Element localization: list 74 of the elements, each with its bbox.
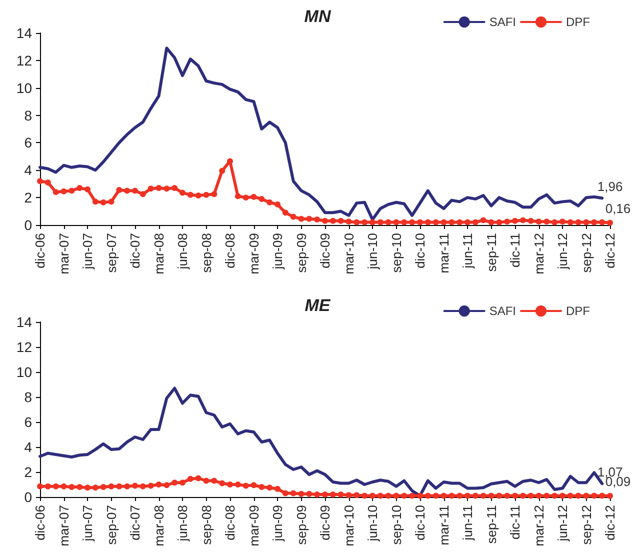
y-tick-label: 10 xyxy=(16,364,32,380)
y-tick-label: 6 xyxy=(24,134,32,151)
x-tick-label: jun-11 xyxy=(460,233,475,270)
x-tick-label: sep-08 xyxy=(198,505,214,545)
x-tick-label: sep-09 xyxy=(294,233,309,273)
y-tick-label: 2 xyxy=(24,190,32,206)
x-tick-label: mar-07 xyxy=(56,505,72,546)
x-tick-label: jun-09 xyxy=(270,233,285,270)
x-tick-label: sep-11 xyxy=(484,505,499,544)
legend-label: SAFI xyxy=(489,15,516,29)
x-tick-label: mar-10 xyxy=(341,233,356,274)
legend-label: DPF xyxy=(566,304,590,318)
y-tick-label: 14 xyxy=(16,314,32,330)
x-tick-label: jun-10 xyxy=(365,505,380,542)
x-tick-label: dic-08 xyxy=(222,505,238,540)
x-tick-label: jun-11 xyxy=(460,505,475,542)
x-tick-label: dic-07 xyxy=(128,233,142,268)
x-tick-label: mar-09 xyxy=(246,505,262,546)
x-tick-label: dic-10 xyxy=(412,233,428,268)
x-tick-label: mar-08 xyxy=(151,233,166,274)
data-label: 1,96 xyxy=(597,179,623,194)
x-tick-label: mar-09 xyxy=(246,233,262,274)
y-tick-label: 6 xyxy=(24,414,32,430)
x-tick-label: jun-07 xyxy=(80,505,95,542)
x-tick-label: mar-07 xyxy=(56,233,72,274)
x-tick-label: jun-08 xyxy=(175,505,190,542)
y-tick-label: 10 xyxy=(16,80,32,96)
x-tick-label: dic-09 xyxy=(318,505,332,540)
x-tick-label: sep-10 xyxy=(388,233,404,273)
x-tick-label: dic-12 xyxy=(602,233,618,268)
y-tick-label: 0 xyxy=(24,217,32,233)
x-tick-label: dic-10 xyxy=(412,505,428,540)
x-tick-label: mar-08 xyxy=(151,505,166,546)
x-tick-label: sep-12 xyxy=(578,233,594,273)
x-tick-label: sep-07 xyxy=(104,505,119,545)
data-label: 0,16 xyxy=(605,200,631,216)
x-tick-label: mar-11 xyxy=(436,505,452,546)
x-tick-label: dic-07 xyxy=(128,505,142,540)
y-tick-label: 8 xyxy=(24,107,32,124)
y-tick-label: 2 xyxy=(24,464,32,480)
x-tick-label: jun-09 xyxy=(270,505,285,542)
y-tick-label: 12 xyxy=(16,339,32,355)
x-tick-label: jun-10 xyxy=(365,233,380,270)
y-tick-label: 12 xyxy=(16,52,32,68)
y-tick-label: 8 xyxy=(24,389,32,405)
x-tick-label: sep-07 xyxy=(104,233,119,273)
x-tick-label: sep-10 xyxy=(388,505,404,545)
x-tick-label: sep-12 xyxy=(578,505,594,545)
x-tick-label: dic-12 xyxy=(602,505,618,540)
x-tick-label: jun-12 xyxy=(555,505,570,542)
legend-label: DPF xyxy=(566,15,590,29)
x-tick-label: dic-11 xyxy=(508,505,522,540)
x-tick-label: dic-11 xyxy=(508,233,522,268)
y-tick-label: 0 xyxy=(24,489,32,505)
x-tick-label: dic-06 xyxy=(32,233,48,268)
y-tick-label: 14 xyxy=(16,25,32,41)
x-tick-label: sep-08 xyxy=(198,233,214,273)
x-tick-label: sep-09 xyxy=(294,505,309,545)
chart-title: MN xyxy=(304,7,332,26)
x-tick-label: sep-11 xyxy=(484,233,499,272)
chart-title: ME xyxy=(304,296,331,315)
x-tick-label: jun-08 xyxy=(175,233,190,270)
x-tick-label: mar-11 xyxy=(436,233,452,274)
x-tick-label: mar-12 xyxy=(531,505,546,546)
x-tick-label: mar-12 xyxy=(531,233,546,274)
legend-label: SAFI xyxy=(489,304,516,318)
y-tick-label: 4 xyxy=(24,162,32,178)
x-tick-label: dic-09 xyxy=(318,233,332,268)
x-tick-label: jun-12 xyxy=(555,233,570,270)
x-tick-label: mar-10 xyxy=(341,505,356,546)
y-tick-label: 4 xyxy=(24,439,32,455)
x-tick-label: jun-07 xyxy=(80,233,95,270)
x-tick-label: dic-06 xyxy=(32,505,48,540)
x-tick-label: dic-08 xyxy=(222,233,238,268)
